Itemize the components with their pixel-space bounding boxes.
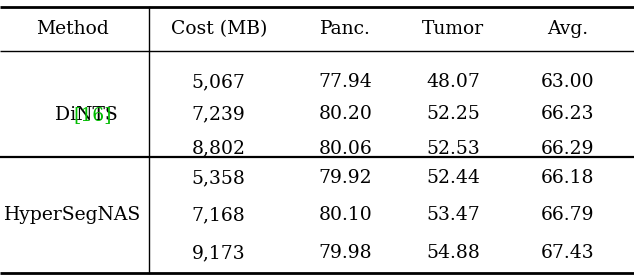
Text: 9,173: 9,173	[192, 244, 245, 262]
Text: 79.92: 79.92	[319, 169, 372, 187]
Text: Panc.: Panc.	[320, 20, 371, 38]
Text: 53.47: 53.47	[427, 207, 480, 224]
Text: Method: Method	[37, 20, 109, 38]
Text: 67.43: 67.43	[541, 244, 594, 262]
Text: 5,358: 5,358	[192, 169, 245, 187]
Text: 7,168: 7,168	[192, 207, 245, 224]
Text: Cost (MB): Cost (MB)	[171, 20, 267, 38]
Text: [16]: [16]	[74, 106, 112, 124]
Text: 77.94: 77.94	[319, 73, 372, 91]
Text: Tumor: Tumor	[422, 20, 484, 38]
Text: 8,802: 8,802	[191, 140, 246, 158]
Text: HyperSegNAS: HyperSegNAS	[4, 207, 141, 224]
Text: 48.07: 48.07	[427, 73, 480, 91]
Text: 80.06: 80.06	[319, 140, 372, 158]
Text: 52.53: 52.53	[427, 140, 480, 158]
Text: DiNTS: DiNTS	[55, 106, 124, 124]
Text: 52.25: 52.25	[427, 105, 480, 123]
Text: Avg.: Avg.	[547, 20, 588, 38]
Text: 79.98: 79.98	[319, 244, 372, 262]
Text: 66.23: 66.23	[541, 105, 594, 123]
Text: 80.20: 80.20	[319, 105, 372, 123]
Text: 54.88: 54.88	[427, 244, 480, 262]
Text: 66.18: 66.18	[541, 169, 594, 187]
Text: 63.00: 63.00	[541, 73, 594, 91]
Text: 80.10: 80.10	[319, 207, 372, 224]
Text: 66.29: 66.29	[541, 140, 594, 158]
Text: 7,239: 7,239	[192, 105, 245, 123]
Text: 5,067: 5,067	[192, 73, 245, 91]
Text: 66.79: 66.79	[541, 207, 594, 224]
Text: 52.44: 52.44	[427, 169, 480, 187]
